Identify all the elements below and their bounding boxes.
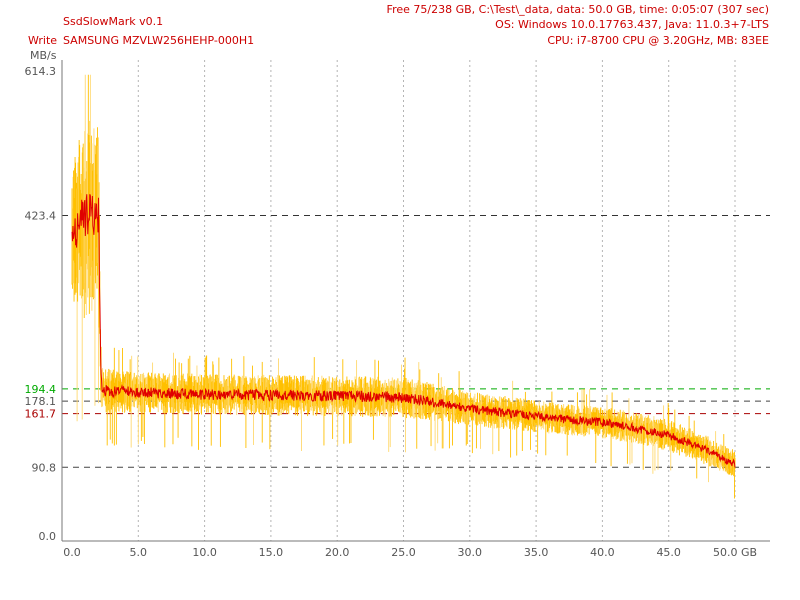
x-tick-label: 5.0 xyxy=(130,546,148,559)
x-grid xyxy=(137,60,736,541)
x-tick-label: 15.0 xyxy=(259,546,284,559)
y-tick-label: 161.7 xyxy=(25,408,57,421)
y-tick-label: 194.4 xyxy=(25,383,57,396)
mode-label: Write xyxy=(28,34,57,47)
avg-speed-trace xyxy=(71,194,736,468)
y-tick-label: 614.3 xyxy=(25,65,57,78)
avg-speed-line xyxy=(71,194,736,468)
x-tick-label: 40.0 xyxy=(590,546,615,559)
x-tick-label: 10.0 xyxy=(192,546,217,559)
x-tick-labels: 0.0 5.0 10.0 15.0 20.0 25.0 30.0 35.0 40.0 45.0 50… xyxy=(63,546,757,559)
app-title: SsdSlowMark v0.1 xyxy=(63,15,163,28)
y-tick-label: 423.4 xyxy=(25,210,57,223)
info-free: Free 75/238 GB, C:\Test\_data, data: 50.… xyxy=(387,3,769,16)
x-tick-label: 20.0 xyxy=(325,546,350,559)
info-os: OS: Windows 10.0.17763.437, Java: 11.0.3… xyxy=(495,18,769,31)
y-tick-label: 90.8 xyxy=(32,461,57,474)
x-tick-label: 35.0 xyxy=(524,546,549,559)
y-tick-label: 178.1 xyxy=(25,395,57,408)
x-tick-label: 50.0 GB xyxy=(713,546,757,559)
device-name: SAMSUNG MZVLW256HEHP-000H1 xyxy=(63,34,254,47)
y-axis-label: MB/s xyxy=(30,49,57,62)
x-tick-label: 45.0 xyxy=(656,546,681,559)
x-tick-label: 0.0 xyxy=(63,546,81,559)
x-tick-label: 25.0 xyxy=(391,546,416,559)
x-tick-label: 30.0 xyxy=(458,546,483,559)
y-tick-label: 0.0 xyxy=(39,530,57,543)
info-cpu: CPU: i7-8700 CPU @ 3.20GHz, MB: 83EE xyxy=(547,34,769,47)
